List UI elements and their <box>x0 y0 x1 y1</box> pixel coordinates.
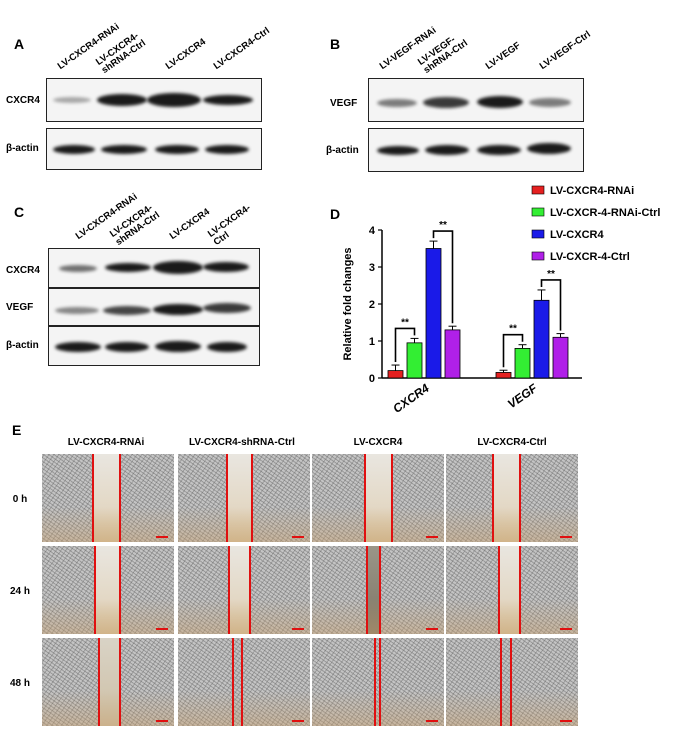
panel-c-blot-actin <box>48 326 260 366</box>
panel-c-lane-4: LV-CXCR4- Ctrl <box>205 202 253 248</box>
micrograph-48h-cxcr4 <box>312 638 444 726</box>
panel-a-lane-4: LV-CXCR4-Ctrl <box>211 25 272 72</box>
micrograph-24h-shrna-ctrl <box>178 546 310 634</box>
legend-swatch <box>531 207 545 217</box>
micrograph-48h-shrna-ctrl <box>178 638 310 726</box>
bar <box>406 342 423 379</box>
significance-label: ** <box>509 324 517 335</box>
micrograph-24h-cxcr4 <box>312 546 444 634</box>
panel-b-blot-actin <box>368 128 584 172</box>
panel-c-row-cxcr4: CXCR4 <box>6 265 40 276</box>
panel-e-row-0h: 0 h <box>12 494 28 505</box>
panel-a-row-actin: β-actin <box>6 143 39 154</box>
significance-label: ** <box>547 269 555 280</box>
y-tick-label: 1 <box>369 336 375 348</box>
legend-label: LV-CXCR-4-Ctrl <box>550 251 630 263</box>
bar <box>425 248 442 379</box>
panel-c-blot-vegf <box>48 288 260 326</box>
micrograph-48h-rnai <box>42 638 174 726</box>
panel-c-blot-cxcr4 <box>48 248 260 288</box>
panel-a-letter: A <box>14 36 25 52</box>
significance-bracket <box>394 327 416 363</box>
bar <box>514 347 531 379</box>
significance-label: ** <box>401 317 409 328</box>
panel-e-col-1: LV-CXCR4-RNAi <box>67 437 145 448</box>
panel-e-col-4: LV-CXCR4-Ctrl <box>477 437 547 448</box>
legend-swatch <box>531 229 545 239</box>
micrograph-24h-rnai <box>42 546 174 634</box>
panel-b-blot-vegf <box>368 78 584 122</box>
panel-b-letter: B <box>330 36 341 52</box>
panel-a-blot-actin <box>46 128 262 170</box>
panel-e-letter: E <box>12 422 22 438</box>
panel-a-blot-cxcr4 <box>46 78 262 122</box>
x-tick-label: VEGF <box>505 381 540 412</box>
panel-e-row-48h: 48 h <box>9 678 30 689</box>
legend-swatch <box>531 251 545 261</box>
bar <box>444 329 461 379</box>
panel-c-letter: C <box>14 204 25 220</box>
micrograph-0h-cxcr4 <box>312 454 444 542</box>
micrograph-0h-shrna-ctrl <box>178 454 310 542</box>
legend-label: LV-CXCR4 <box>550 229 604 241</box>
micrograph-0h-rnai <box>42 454 174 542</box>
x-tick-label: CXCR4 <box>390 381 432 416</box>
panel-b-lane-3: LV-VEGF <box>483 40 523 72</box>
legend-label: LV-CXCR4-RNAi <box>550 185 634 197</box>
panel-c-row-actin: β-actin <box>6 340 39 351</box>
micrograph-24h-ctrl <box>446 546 578 634</box>
panel-e-row-24h: 24 h <box>9 586 30 597</box>
panel-c-row-vegf: VEGF <box>6 302 34 313</box>
micrograph-0h-ctrl <box>446 454 578 542</box>
y-tick-label: 2 <box>369 299 375 311</box>
significance-bracket <box>502 333 524 368</box>
significance-bracket <box>432 230 454 324</box>
bar <box>495 372 512 379</box>
y-tick-label: 0 <box>369 373 375 385</box>
panel-b-row-vegf: VEGF <box>330 98 358 109</box>
bar <box>552 336 569 379</box>
bar <box>533 299 550 379</box>
panel-d-letter: D <box>330 206 341 222</box>
legend-swatch <box>531 185 545 195</box>
panel-b-lane-4: LV-VEGF-Ctrl <box>537 28 593 72</box>
significance-label: ** <box>439 220 447 231</box>
panel-e-col-2: LV-CXCR4-shRNA-Ctrl <box>189 437 295 448</box>
panel-a-row-cxcr4: CXCR4 <box>6 95 40 106</box>
micrograph-48h-ctrl <box>446 638 578 726</box>
y-axis-label: Relative fold changes <box>342 247 354 360</box>
legend-label: LV-CXCR-4-RNAi-Ctrl <box>550 207 660 219</box>
panel-c-lane-3: LV-CXCR4 <box>167 206 212 242</box>
panel-a-lane-3: LV-CXCR4 <box>163 36 208 72</box>
panel-b-row-actin: β-actin <box>326 145 359 156</box>
fold-change-chart: 0 1 2 3 4 Relative fold changes CXCR4 VEGF ** ** *… <box>342 185 660 416</box>
bar <box>387 370 404 379</box>
significance-bracket <box>540 279 562 331</box>
y-tick-label: 4 <box>369 225 376 237</box>
y-tick-label: 3 <box>369 262 375 274</box>
panel-e-col-3: LV-CXCR4 <box>353 437 403 448</box>
